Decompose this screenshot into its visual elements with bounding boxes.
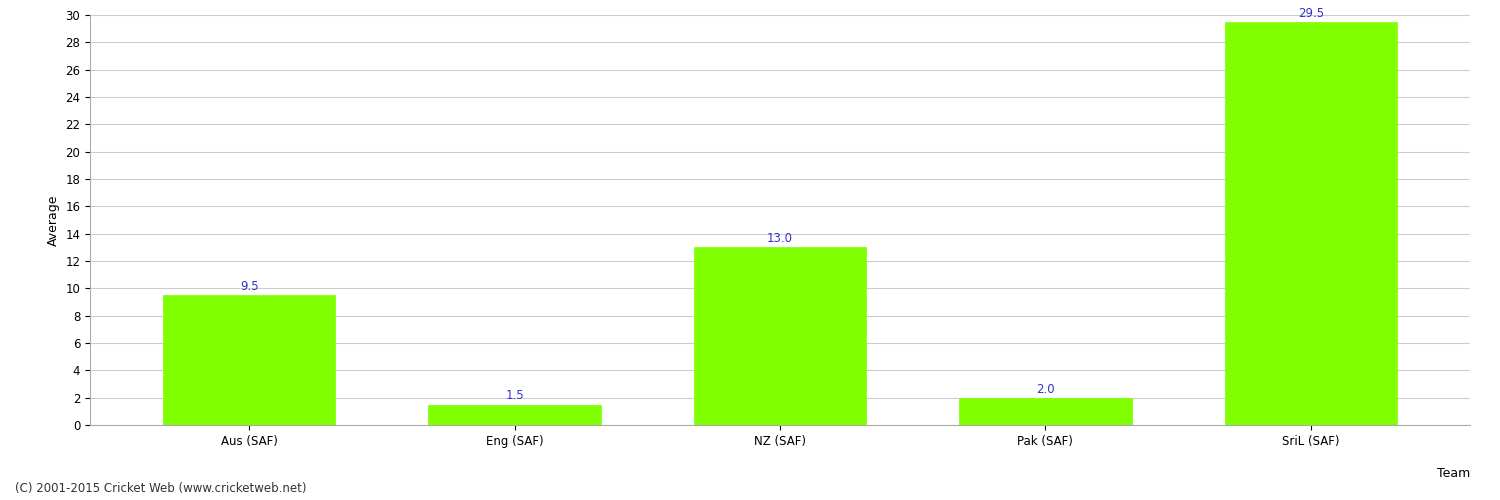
Text: 29.5: 29.5 (1298, 7, 1324, 20)
Text: 1.5: 1.5 (506, 390, 524, 402)
Bar (1224, 22, 1397, 425)
Text: (C) 2001-2015 Cricket Web (www.cricketweb.net): (C) 2001-2015 Cricket Web (www.cricketwe… (15, 482, 306, 495)
Text: Team: Team (1437, 466, 1470, 479)
Bar (694, 248, 867, 425)
Text: 2.0: 2.0 (1036, 382, 1054, 396)
Y-axis label: Average: Average (46, 194, 60, 246)
Bar (164, 295, 336, 425)
Bar (429, 404, 602, 425)
Bar (958, 398, 1131, 425)
Text: 9.5: 9.5 (240, 280, 258, 293)
Text: 13.0: 13.0 (766, 232, 794, 245)
